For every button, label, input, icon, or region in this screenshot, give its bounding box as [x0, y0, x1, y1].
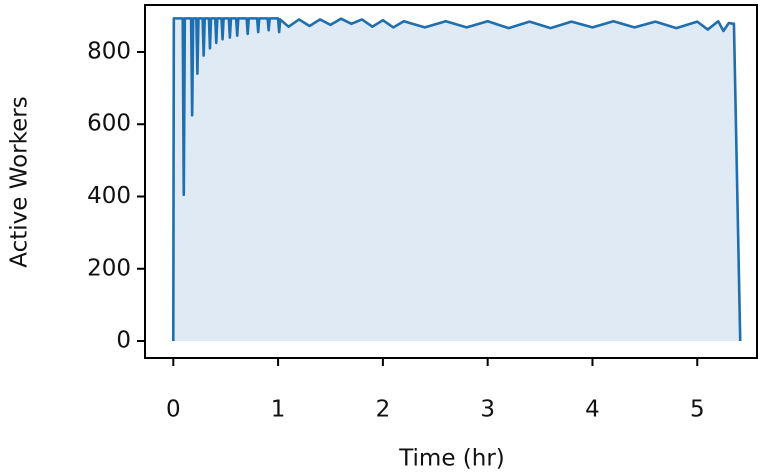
y-tick-label: 600: [87, 111, 131, 137]
y-tick-label: 0: [116, 328, 131, 354]
x-tick-label: 3: [480, 397, 495, 423]
x-axis-label: Time (hr): [398, 446, 505, 472]
x-tick-label: 5: [690, 397, 705, 423]
y-tick-label: 400: [87, 183, 131, 209]
line: [171, 17, 742, 342]
x-tick-label: 0: [166, 397, 181, 423]
y-axis-label: Active Workers: [7, 96, 33, 267]
y-tick-label: 200: [87, 255, 131, 281]
x-tick-label: 2: [376, 397, 391, 423]
y-tick-label: 800: [87, 38, 131, 64]
x-tick-label: 4: [585, 397, 600, 423]
x-tick-label: 1: [271, 397, 286, 423]
area: [173, 18, 741, 342]
plot-frame: [144, 4, 758, 359]
